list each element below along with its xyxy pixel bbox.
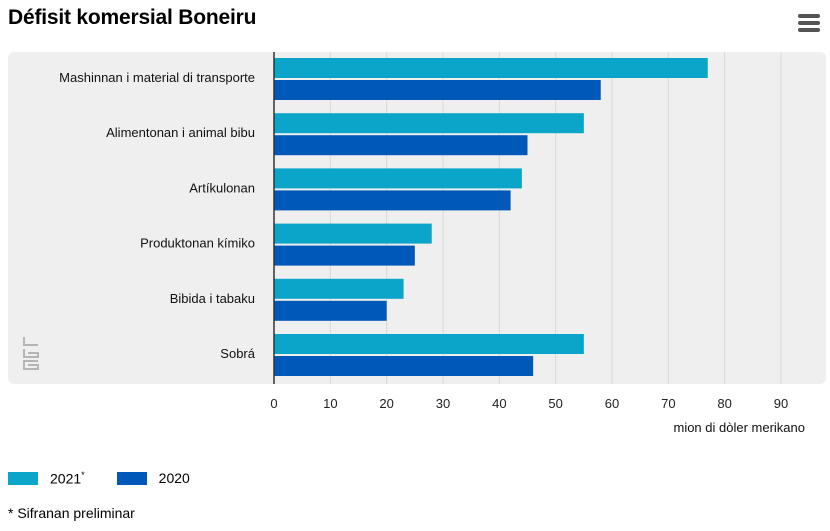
x-tick-label: 60 <box>605 396 619 411</box>
bar-2021-4[interactable] <box>274 223 432 244</box>
legend-marker-2021: * <box>81 470 85 480</box>
bar-2020-4[interactable] <box>274 245 415 266</box>
grid-lines <box>329 52 782 384</box>
x-tick-label: 30 <box>436 396 450 411</box>
chart: Mashinnan i material di transporte Alimen… <box>8 52 826 435</box>
bars <box>274 58 708 376</box>
bar-2021-6[interactable] <box>274 334 584 354</box>
x-tick-label: 50 <box>548 396 562 411</box>
legend: 2021* 2020 <box>8 470 222 487</box>
legend-label-2021: 2021 <box>50 470 82 487</box>
category-label: Mashinnan i material di transporte <box>59 70 255 85</box>
bar-2021-2[interactable] <box>274 113 584 134</box>
x-tick-label: 0 <box>270 396 277 411</box>
bar-2021-3[interactable] <box>274 168 522 189</box>
cbs-logo <box>23 337 39 370</box>
x-axis-label: mion di dòler merikano <box>673 420 805 435</box>
legend-swatch-2021 <box>8 471 38 485</box>
bar-2020-3[interactable] <box>274 190 511 211</box>
category-label: Alimentonan i animal bibu <box>106 125 255 140</box>
legend-item-2021[interactable]: 2021* <box>8 470 85 487</box>
category-label: Produktonan kímiko <box>140 236 255 251</box>
bar-2020-1[interactable] <box>274 80 601 100</box>
bar-2021-1[interactable] <box>274 58 708 78</box>
legend-label-2020: 2020 <box>158 470 190 487</box>
x-tick-label: 70 <box>661 396 675 411</box>
bar-2020-2[interactable] <box>274 135 528 156</box>
hamburger-menu-icon[interactable] <box>798 14 820 32</box>
category-labels: Mashinnan i material di transporte Alimen… <box>59 70 256 361</box>
chart-panel <box>8 52 826 384</box>
chart-title: Défisit komersial Boneiru <box>8 6 257 29</box>
footnote: * Sifranan preliminar <box>8 505 135 521</box>
x-tick-label: 20 <box>379 396 393 411</box>
legend-swatch-2020 <box>116 471 147 485</box>
x-tick-label: 90 <box>774 396 788 411</box>
category-label: Sobrá <box>220 346 255 361</box>
x-tick-label: 80 <box>717 396 731 411</box>
bar-2021-5[interactable] <box>274 278 404 299</box>
category-label: Artíkulonan <box>189 180 255 195</box>
x-tick-label: 10 <box>323 396 337 411</box>
x-tick-labels: 0 10 20 30 40 50 60 70 80 90 <box>270 396 788 411</box>
bar-2020-5[interactable] <box>274 300 387 321</box>
legend-item-2020[interactable]: 2020 <box>116 470 190 487</box>
x-tick-label: 40 <box>492 396 506 411</box>
bar-2020-6[interactable] <box>274 356 534 376</box>
category-label: Bibida i tabaku <box>170 291 255 306</box>
